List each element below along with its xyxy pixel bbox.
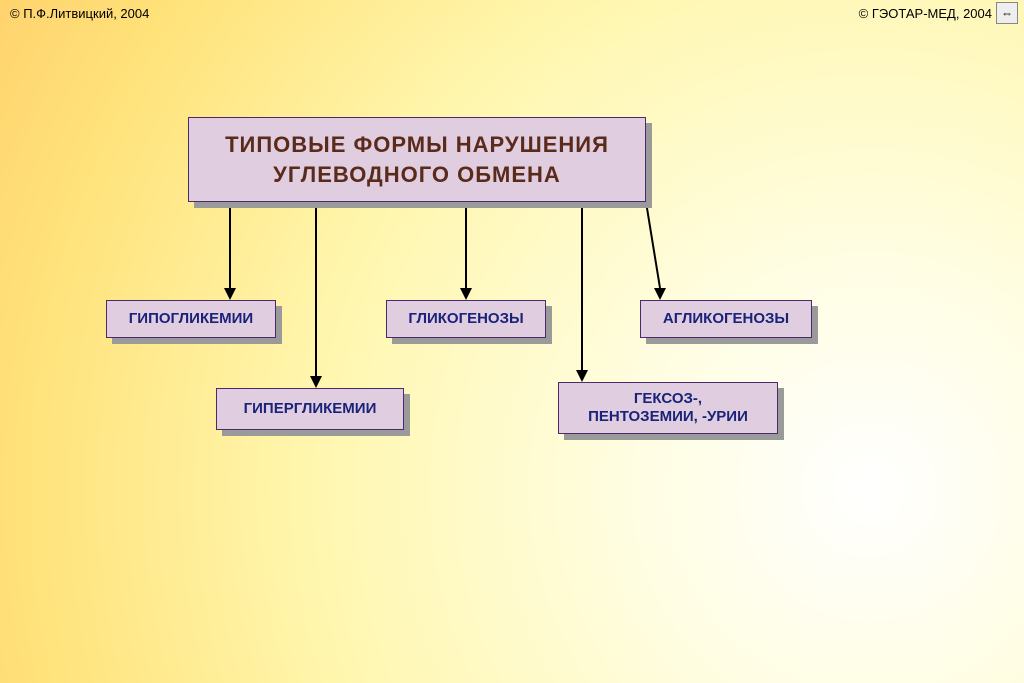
child-box-c2: ГИПЕРГЛИКЕМИИ — [216, 388, 404, 430]
child-box-c1: ГИПОГЛИКЕМИИ — [106, 300, 276, 338]
copyright-right-group: © ГЭОТАР-МЕД, 2004 ⇔ — [859, 2, 1018, 24]
publisher-icon: ⇔ — [996, 2, 1018, 24]
title-box: ТИПОВЫЕ ФОРМЫ НАРУШЕНИЯ УГЛЕВОДНОГО ОБМЕ… — [188, 117, 646, 202]
child-box-c3: ГЛИКОГЕНОЗЫ — [386, 300, 546, 338]
copyright-right: © ГЭОТАР-МЕД, 2004 — [859, 6, 992, 21]
child-box-c4: ГЕКСОЗ-, ПЕНТОЗЕМИИ, -УРИИ — [558, 382, 778, 434]
child-box-c5: АГЛИКОГЕНОЗЫ — [640, 300, 812, 338]
copyright-left: © П.Ф.Литвицкий, 2004 — [10, 6, 149, 21]
slide-root: © П.Ф.Литвицкий, 2004 © ГЭОТАР-МЕД, 2004… — [0, 0, 1024, 683]
